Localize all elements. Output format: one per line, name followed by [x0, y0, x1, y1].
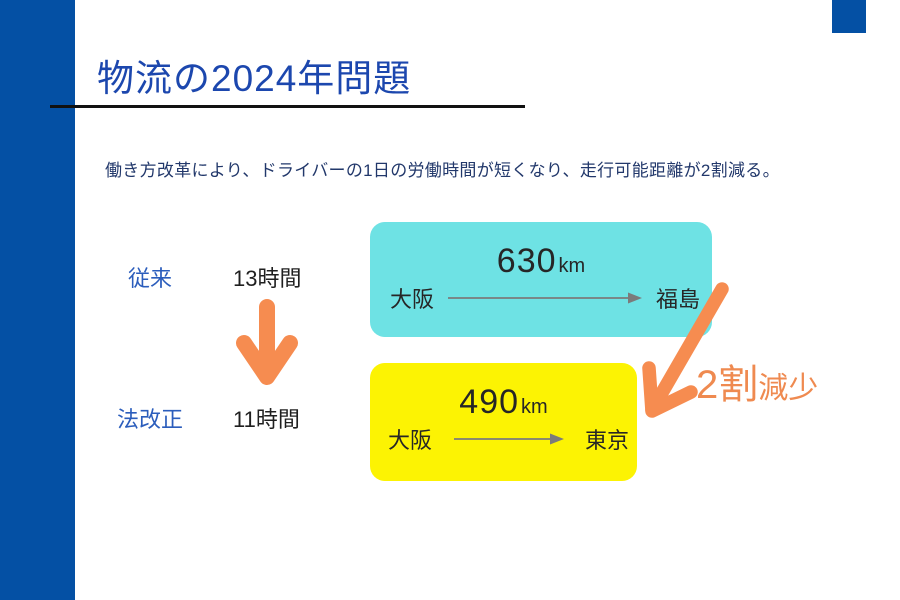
after-route-box: 490 km 大阪 東京	[370, 363, 637, 481]
decrease-diagonal-arrow-icon	[642, 282, 729, 418]
before-distance-unit: km	[558, 255, 586, 277]
route-arrow-icon	[448, 292, 642, 304]
corner-accent-square	[832, 0, 866, 33]
before-distance: 630 km	[370, 242, 712, 281]
decrease-annotation-rest: 減少	[758, 372, 819, 405]
after-distance: 490 km	[370, 383, 637, 422]
before-distance-value: 630	[496, 242, 557, 280]
after-origin: 大阪	[388, 428, 433, 453]
decrease-down-arrow-icon	[236, 299, 298, 385]
after-hours: 11時間	[233, 407, 300, 432]
before-hours: 13時間	[233, 266, 302, 291]
left-accent-bar	[0, 0, 75, 600]
route-arrow-icon	[453, 433, 564, 445]
before-route-box: 630 km 大阪 福島	[370, 222, 712, 337]
after-route: 大阪 東京	[370, 423, 637, 455]
after-distance-value: 490	[459, 383, 520, 421]
before-destination: 福島	[655, 287, 700, 312]
after-distance-unit: km	[521, 396, 548, 418]
before-origin: 大阪	[390, 287, 435, 312]
slide-subtitle: 働き方改革により、ドライバーの1日の労働時間が短くなり、走行可能距離が2割減る。	[105, 161, 780, 180]
before-route: 大阪 福島	[370, 282, 712, 314]
after-label: 法改正	[117, 407, 184, 432]
slide-title: 物流の2024年問題	[97, 58, 412, 99]
before-label: 従来	[128, 266, 173, 291]
decrease-annotation: 2割 減少	[696, 352, 818, 410]
decrease-annotation-emphasis: 2割	[696, 363, 759, 407]
after-destination: 東京	[584, 428, 629, 453]
title-underline	[50, 105, 525, 108]
